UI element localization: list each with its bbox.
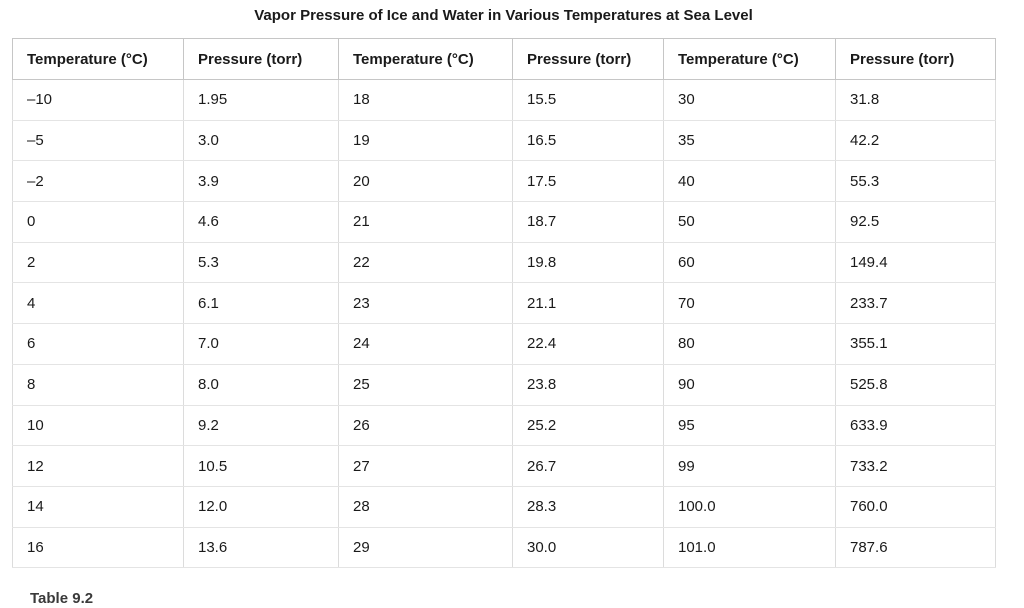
table-cell: 23: [338, 282, 513, 325]
table-cell: 5.3: [183, 241, 339, 284]
table-cell: –5: [12, 119, 184, 162]
table-cell: 633.9: [835, 404, 996, 447]
table-row: 14 12.0 28 28.3 100.0 760.0: [12, 485, 996, 528]
table-cell: 100.0: [663, 485, 836, 528]
table-cell: 16.5: [512, 119, 664, 162]
table-cell: 12: [12, 445, 184, 487]
table-cell: 10.5: [183, 445, 339, 487]
table-cell: 1.95: [183, 79, 339, 121]
table-cell: 14: [12, 485, 184, 528]
column-header: Temperature (°C): [12, 38, 184, 80]
table-row: 0 4.6 21 18.7 50 92.5: [12, 201, 996, 243]
table-cell: 19.8: [512, 241, 664, 284]
table-cell: 31.8: [835, 79, 996, 121]
table-cell: 70: [663, 282, 836, 325]
table-cell: 355.1: [835, 323, 996, 365]
table-cell: 6.1: [183, 282, 339, 325]
table-cell: 18: [338, 79, 513, 121]
table-row: –5 3.0 19 16.5 35 42.2: [12, 119, 996, 162]
table-cell: 27: [338, 445, 513, 487]
column-header: Temperature (°C): [338, 38, 513, 80]
table-cell: 4: [12, 282, 184, 325]
table-cell: 99: [663, 445, 836, 487]
table-body: –10 1.95 18 15.5 30 31.8 –5 3.0 19 16.5 35 42.2 –2 3.…: [12, 79, 996, 569]
table-cell: 25: [338, 363, 513, 406]
table-cell: 30: [663, 79, 836, 121]
table-row: 12 10.5 27 26.7 99 733.2: [12, 445, 996, 487]
table-cell: 23.8: [512, 363, 664, 406]
table-row: 6 7.0 24 22.4 80 355.1: [12, 323, 996, 365]
table-row: 16 13.6 29 30.0 101.0 787.6: [12, 526, 996, 569]
table-cell: 233.7: [835, 282, 996, 325]
table-cell: 10: [12, 404, 184, 447]
vapor-pressure-table: Temperature (°C) Pressure (torr) Temperatu…: [12, 38, 996, 569]
table-cell: 733.2: [835, 445, 996, 487]
table-cell: 28.3: [512, 485, 664, 528]
table-cell: 0: [12, 201, 184, 243]
table-cell: 6: [12, 323, 184, 365]
table-row: –10 1.95 18 15.5 30 31.8: [12, 79, 996, 121]
table-cell: 40: [663, 160, 836, 203]
table-cell: 4.6: [183, 201, 339, 243]
table-cell: 80: [663, 323, 836, 365]
table-cell: 18.7: [512, 201, 664, 243]
table-cell: 22: [338, 241, 513, 284]
table-cell: 35: [663, 119, 836, 162]
table-cell: 3.0: [183, 119, 339, 162]
table-cell: 787.6: [835, 526, 996, 569]
column-header: Pressure (torr): [512, 38, 664, 80]
table-row: 10 9.2 26 25.2 95 633.9: [12, 404, 996, 447]
table-caption: Table 9.2: [30, 590, 94, 607]
table-cell: 8.0: [183, 363, 339, 406]
table-cell: 30.0: [512, 526, 664, 569]
column-header: Pressure (torr): [835, 38, 996, 80]
table-cell: 92.5: [835, 201, 996, 243]
column-header: Temperature (°C): [663, 38, 836, 80]
table-cell: 101.0: [663, 526, 836, 569]
table-cell: 50: [663, 201, 836, 243]
table-cell: 525.8: [835, 363, 996, 406]
table-cell: 12.0: [183, 485, 339, 528]
table-cell: 3.9: [183, 160, 339, 203]
table-cell: 55.3: [835, 160, 996, 203]
table-cell: –2: [12, 160, 184, 203]
table-cell: 149.4: [835, 241, 996, 284]
table-cell: 21.1: [512, 282, 664, 325]
table-cell: 20: [338, 160, 513, 203]
table-cell: 19: [338, 119, 513, 162]
header-row: Temperature (°C) Pressure (torr) Temperatu…: [12, 38, 996, 80]
table-cell: 95: [663, 404, 836, 447]
table-cell: 17.5: [512, 160, 664, 203]
table-cell: 8: [12, 363, 184, 406]
table-cell: 9.2: [183, 404, 339, 447]
table-cell: 26: [338, 404, 513, 447]
table-row: –2 3.9 20 17.5 40 55.3: [12, 160, 996, 203]
table-cell: 16: [12, 526, 184, 569]
table-cell: 24: [338, 323, 513, 365]
table-cell: 13.6: [183, 526, 339, 569]
table-cell: 2: [12, 241, 184, 284]
table-cell: 26.7: [512, 445, 664, 487]
table-cell: 21: [338, 201, 513, 243]
column-header: Pressure (torr): [183, 38, 339, 80]
table-cell: 15.5: [512, 79, 664, 121]
table-cell: 760.0: [835, 485, 996, 528]
table-cell: –10: [12, 79, 184, 121]
table-cell: 22.4: [512, 323, 664, 365]
table-cell: 28: [338, 485, 513, 528]
table-cell: 29: [338, 526, 513, 569]
table-row: 2 5.3 22 19.8 60 149.4: [12, 241, 996, 284]
table-cell: 90: [663, 363, 836, 406]
table-cell: 42.2: [835, 119, 996, 162]
table-title: Vapor Pressure of Ice and Water in Vario…: [254, 7, 753, 24]
table-cell: 25.2: [512, 404, 664, 447]
table-cell: 7.0: [183, 323, 339, 365]
table-row: 4 6.1 23 21.1 70 233.7: [12, 282, 996, 325]
table-cell: 60: [663, 241, 836, 284]
table-row: 8 8.0 25 23.8 90 525.8: [12, 363, 996, 406]
